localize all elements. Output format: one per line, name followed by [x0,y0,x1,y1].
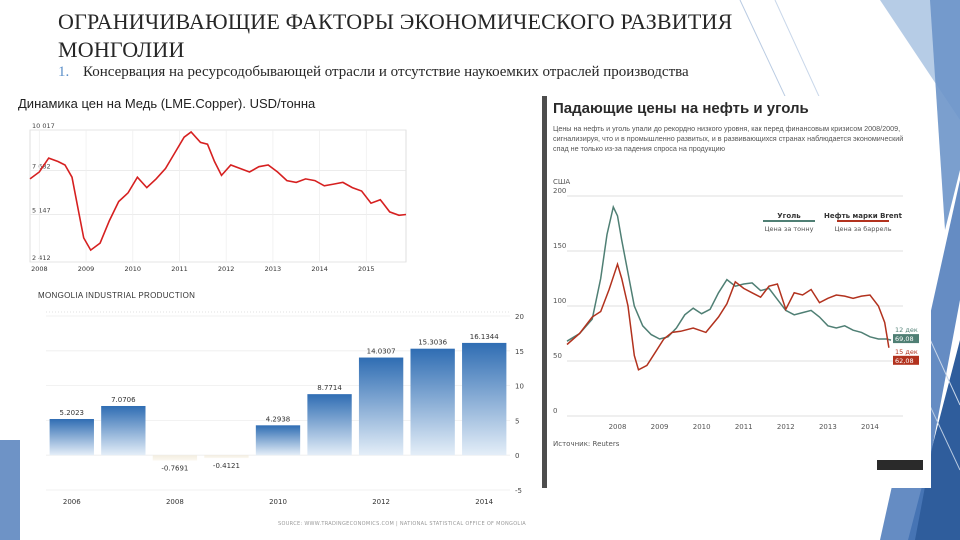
brent-price-line [566,261,890,371]
copper-price-chart: Динамика цен на Медь (LME.Copper). USD/т… [18,94,410,276]
ip-bar [410,348,455,456]
oil-coal-title: Падающие цены на нефть и уголь [553,100,809,117]
ip-bar [204,455,249,459]
copper-x-tick-label: 2015 [358,265,375,273]
oil-coal-chart: Падающие цены на нефть и уголь Цены на н… [542,96,931,488]
ip-x-tick-label: 2010 [269,498,287,506]
ip-data-label: 4.2938 [266,415,291,423]
ip-data-label: 14.0307 [367,348,396,356]
decor-band-light [930,0,960,230]
oil-y-tick-label: 150 [553,242,566,250]
copper-price-line [29,130,407,252]
legend-coal-name: Уголь [777,212,801,220]
ip-x-tick-label: 2006 [63,498,81,506]
ip-bar [152,455,198,461]
legend-brent-unit: Цена за баррель [834,225,891,233]
brent-end-date: 15 дек [895,348,918,356]
industrial-chart-plot: 20 15 10 5 0 -5 5.2023 7.0706 -0.7691 -0.4121 4.29… [46,311,526,527]
bullet-number: 1. [58,64,70,80]
ip-bar [462,342,507,456]
oil-x-tick-label: 2014 [861,423,879,431]
ip-source-footer: SOURCE: WWW.TRADINGECONOMICS.COM | NATIO… [278,521,526,527]
copper-x-tick-label: 2013 [265,265,282,273]
ip-data-label: -0.7691 [161,465,188,473]
ip-data-label: 5.2023 [60,409,85,417]
oil-y-tick-label: 200 [553,187,566,195]
coal-end-date: 12 дек [895,326,918,334]
ip-data-label: 7.0706 [111,396,136,404]
copper-y-tick-label: 7 682 [32,163,51,171]
oil-x-tick-label: 2009 [651,423,669,431]
oil-x-tick-label: 2012 [777,423,795,431]
ip-x-tick-label: 2012 [372,498,390,506]
ip-bar [101,405,146,456]
copper-chart-plot: 10 017 7 682 5 147 2 412 2008 2009 2010 2011 201… [29,122,407,273]
oil-y-tick-label: 50 [553,352,562,360]
bullet-item: 1. Консервация на ресурсодобывающей отра… [58,64,689,81]
ip-y-tick-label: 0 [515,452,519,460]
oil-x-tick-label: 2008 [609,423,627,431]
ip-bar [255,425,301,456]
copper-y-tick-label: 5 147 [32,207,51,215]
copper-x-tick-label: 2012 [218,265,235,273]
industrial-chart-title: MONGOLIA INDUSTRIAL PRODUCTION [38,291,196,300]
oil-x-tick-label: 2010 [693,423,711,431]
ip-data-label: 15.3036 [418,339,447,347]
ip-data-label: 8.7714 [317,384,342,392]
oil-x-tick-label: 2013 [819,423,837,431]
ip-y-tick-label: 15 [515,348,524,356]
ip-bar [358,357,404,456]
oil-x-tick-label: 2011 [735,423,753,431]
legend-coal-unit: Цена за тонну [765,225,814,233]
copper-x-tick-label: 2010 [124,265,141,273]
bullet-text: Консервация на ресурсодобывающей отрасли… [83,64,689,80]
oil-source-label: Источник: Reuters [553,440,620,448]
oil-y-tick-label: 100 [553,297,566,305]
ip-data-label: -0.4121 [213,462,240,470]
decor-left-strip [0,440,20,540]
coal-end-value: 69,08 [895,335,914,343]
ip-x-tick-label: 2014 [475,498,493,506]
legend-brent-name: Нефть марки Brent [824,212,903,220]
brent-end-value: 62,08 [895,357,914,365]
ip-y-tick-label: 20 [515,313,524,321]
ip-y-tick-label: 5 [515,417,519,425]
ip-bar [49,418,94,456]
ip-data-label: 16.1344 [470,333,499,341]
ip-y-tick-label: -5 [515,487,522,495]
slide-title: ОГРАНИЧИВАЮЩИЕ ФАКТОРЫ ЭКОНОМИЧЕСКОГО РА… [58,9,733,62]
ip-bar [307,394,352,456]
oil-coal-subtitle: Цены на нефть и уголь упали до рекордно … [553,124,904,153]
oil-y-tick-label: 0 [553,407,557,415]
copper-x-tick-label: 2011 [171,265,188,273]
oil-unit-label: США [553,178,570,186]
ip-y-tick-label: 10 [515,383,524,391]
copper-y-tick-label: 10 017 [32,122,55,130]
industrial-production-chart: MONGOLIA INDUSTRIAL PRODUCTION 20 15 10 5 0 -… [18,286,538,532]
brent-end-value-box [893,355,919,365]
reuters-logo-block [877,460,923,470]
ip-x-tick-label: 2008 [166,498,184,506]
copper-x-tick-label: 2014 [311,265,328,273]
copper-chart-title: Динамика цен на Медь (LME.Copper). USD/т… [18,96,316,111]
coal-price-line [566,204,892,342]
copper-x-tick-label: 2008 [31,265,48,273]
copper-x-tick-label: 2009 [78,265,95,273]
coal-end-value-box [893,334,919,344]
copper-y-tick-label: 2 412 [32,254,51,262]
